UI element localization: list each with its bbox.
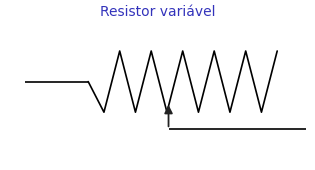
Text: Resistor variável: Resistor variável	[100, 5, 215, 19]
